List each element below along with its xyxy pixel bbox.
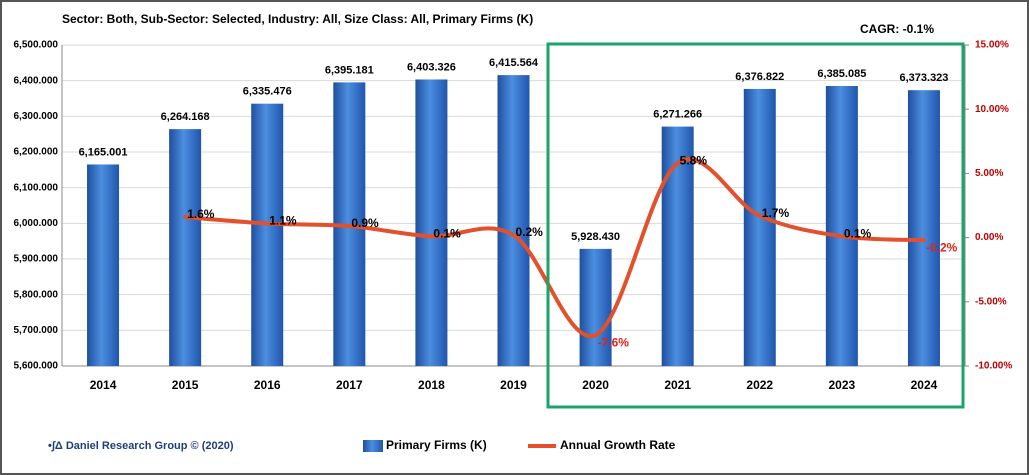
bar-value-label: 6,373.323	[899, 72, 948, 84]
line-value-label: 0.1%	[844, 226, 872, 240]
x-tick-label: 2021	[664, 378, 691, 392]
bar	[497, 75, 530, 366]
y-tick-label: 6,500.000	[14, 40, 59, 51]
line-value-label: 5.8%	[680, 153, 708, 167]
y2-tick-label: 5.00%	[975, 168, 1003, 179]
y2-tick-label: -10.00%	[975, 361, 1012, 372]
y2-tick-label: 10.00%	[975, 104, 1009, 115]
bar-value-label: 6,271.266	[653, 108, 702, 120]
line-value-label: 1.7%	[762, 206, 790, 220]
line-value-label: 0.1%	[433, 226, 461, 240]
highlight-box	[546, 42, 965, 409]
legend-swatch	[363, 440, 383, 452]
bar	[87, 164, 120, 366]
line-value-label: 1.6%	[187, 207, 215, 221]
bar-value-label: 6,376.822	[735, 71, 784, 83]
y2-tick-label: -5.00%	[975, 296, 1007, 307]
y-tick-label: 6,300.000	[14, 111, 59, 122]
bar-value-label: 5,928.430	[571, 231, 620, 243]
y-tick-label: 5,600.000	[14, 361, 59, 372]
y-tick-label: 6,100.000	[14, 182, 59, 193]
legend-label: Annual Growth Rate	[560, 438, 676, 452]
x-tick-label: 2024	[911, 378, 938, 392]
x-tick-label: 2017	[336, 378, 363, 392]
bar-value-label: 6,385.085	[817, 68, 866, 80]
chart-title: Sector: Both, Sub-Sector: Selected, Indu…	[62, 12, 533, 26]
bar-value-label: 6,395.181	[325, 64, 374, 76]
y2-tick-label: 0.00%	[975, 232, 1003, 243]
bar	[169, 129, 202, 366]
line-value-label: -0.2%	[926, 240, 958, 254]
y-tick-label: 5,800.000	[14, 289, 59, 300]
x-tick-label: 2016	[254, 378, 281, 392]
bar	[661, 126, 694, 367]
x-tick-label: 2015	[172, 378, 199, 392]
growth-line	[183, 157, 926, 339]
y-tick-label: 6,000.000	[14, 218, 59, 229]
bar	[579, 248, 612, 366]
y-tick-label: 5,700.000	[14, 325, 59, 336]
footer-credit: •∫Δ Daniel Research Group © (2020)	[48, 440, 234, 452]
y-tick-label: 5,900.000	[14, 254, 59, 265]
bar-value-label: 6,335.476	[243, 86, 292, 98]
bar	[251, 103, 284, 366]
bar	[743, 88, 776, 367]
line-value-label: 0.2%	[516, 225, 544, 239]
line-value-label: -7.6%	[598, 335, 630, 349]
legend-label: Primary Firms (K)	[386, 438, 487, 452]
y-tick-label: 6,200.000	[14, 147, 59, 158]
cagr-annotation: CAGR: -0.1%	[860, 22, 934, 36]
line-value-label: 0.9%	[351, 216, 379, 230]
x-tick-label: 2019	[500, 378, 527, 392]
bar-value-label: 6,264.168	[161, 111, 210, 123]
x-tick-label: 2018	[418, 378, 445, 392]
y-tick-label: 6,400.000	[14, 75, 59, 86]
bar-value-label: 6,165.001	[79, 146, 128, 158]
line-value-label: 1.1%	[269, 214, 297, 228]
bar	[825, 85, 858, 366]
bar	[907, 90, 940, 367]
x-tick-label: 2014	[90, 378, 117, 392]
y2-tick-label: 15.00%	[975, 40, 1009, 51]
x-tick-label: 2023	[829, 378, 856, 392]
x-tick-label: 2020	[582, 378, 609, 392]
bar	[415, 79, 448, 366]
bar-value-label: 6,415.564	[489, 57, 539, 69]
x-tick-label: 2022	[746, 378, 773, 392]
bar-value-label: 6,403.326	[407, 61, 456, 73]
